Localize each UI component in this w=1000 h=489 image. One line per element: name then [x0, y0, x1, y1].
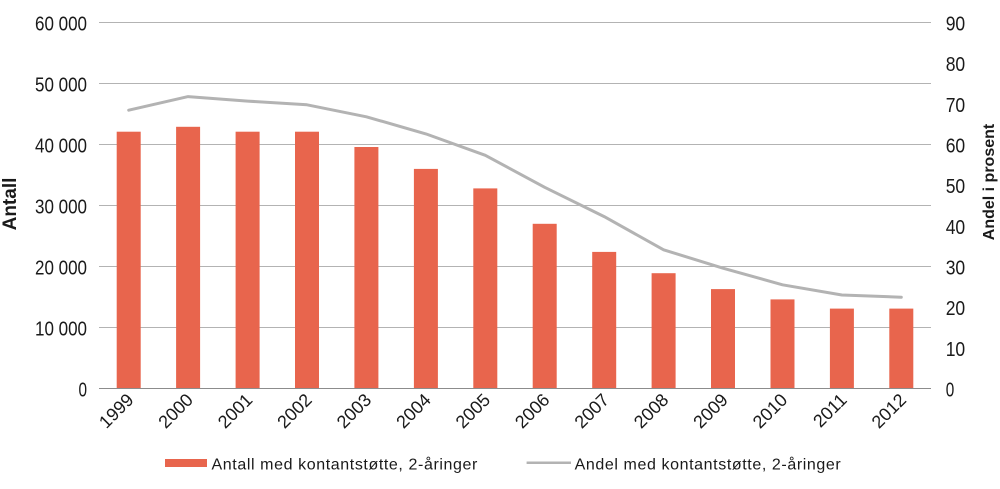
- svg-text:2011: 2011: [809, 390, 851, 432]
- svg-text:2007: 2007: [571, 390, 613, 432]
- svg-text:80: 80: [946, 54, 966, 76]
- svg-text:70: 70: [946, 95, 966, 117]
- svg-text:90: 90: [946, 14, 966, 36]
- svg-text:2010: 2010: [749, 390, 791, 432]
- svg-text:2012: 2012: [868, 390, 910, 432]
- svg-text:20: 20: [946, 298, 966, 320]
- svg-text:20 000: 20 000: [35, 258, 87, 280]
- svg-text:30 000: 30 000: [35, 197, 87, 219]
- svg-text:0: 0: [79, 380, 88, 402]
- svg-text:2002: 2002: [273, 390, 315, 432]
- svg-text:40 000: 40 000: [35, 136, 87, 158]
- svg-text:Andel med kontantstøtte, 2-åri: Andel med kontantstøtte, 2-åringer: [575, 456, 842, 474]
- svg-text:2000: 2000: [154, 390, 196, 432]
- svg-text:60: 60: [946, 136, 966, 158]
- svg-text:2003: 2003: [333, 390, 375, 432]
- svg-text:1999: 1999: [95, 390, 137, 432]
- svg-text:50 000: 50 000: [35, 75, 87, 97]
- svg-text:10 000: 10 000: [35, 319, 87, 341]
- svg-text:2006: 2006: [511, 390, 553, 432]
- svg-text:2004: 2004: [392, 390, 434, 432]
- svg-text:Antall med kontantstøtte, 2-år: Antall med kontantstøtte, 2-åringer: [212, 456, 479, 474]
- svg-text:Andel i prosent: Andel i prosent: [981, 123, 998, 240]
- svg-text:40: 40: [946, 217, 966, 239]
- svg-text:2001: 2001: [214, 390, 256, 432]
- svg-text:2008: 2008: [630, 390, 672, 432]
- svg-text:30: 30: [946, 258, 966, 280]
- svg-text:50: 50: [946, 176, 966, 198]
- svg-text:60 000: 60 000: [35, 14, 87, 36]
- svg-text:Antall: Antall: [0, 178, 21, 231]
- svg-text:2009: 2009: [689, 390, 731, 432]
- svg-text:0: 0: [946, 380, 955, 402]
- svg-text:10: 10: [946, 339, 966, 361]
- svg-text:2005: 2005: [452, 390, 494, 432]
